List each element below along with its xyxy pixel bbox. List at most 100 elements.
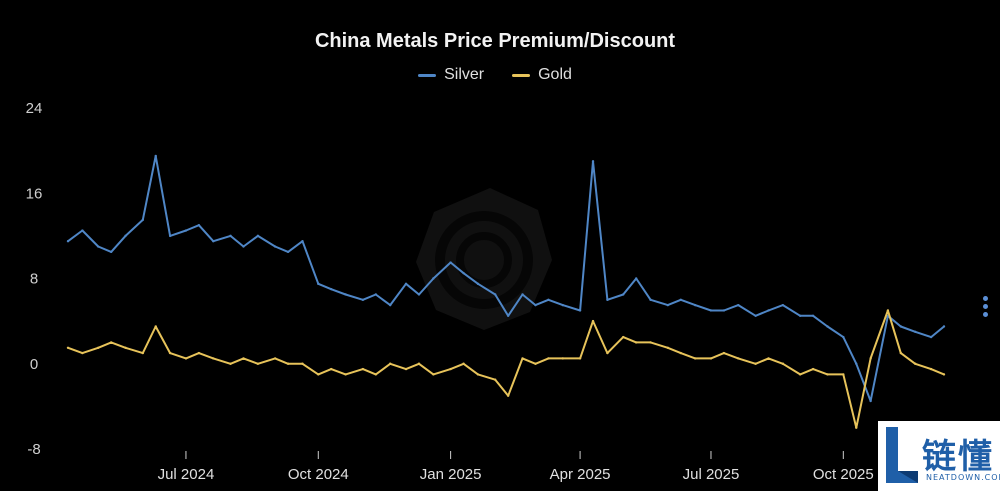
data-point-gold[interactable] [634,341,638,344]
data-point-gold[interactable] [212,357,215,360]
data-point-silver[interactable] [462,271,465,275]
data-point-silver[interactable] [273,245,277,248]
data-point-gold[interactable] [842,373,845,376]
data-point-silver[interactable] [942,325,946,328]
data-point-silver[interactable] [606,298,609,302]
data-point-gold[interactable] [66,346,70,349]
data-point-gold[interactable] [622,335,625,339]
data-point-gold[interactable] [561,357,565,360]
data-point-silver[interactable] [534,303,537,307]
data-point-gold[interactable] [767,357,770,360]
data-point-gold[interactable] [942,373,946,376]
data-point-gold[interactable] [855,426,858,429]
data-point-gold[interactable] [229,362,232,365]
data-point-gold[interactable] [462,362,465,365]
data-point-gold[interactable] [722,351,726,355]
data-point-silver[interactable] [929,335,933,339]
data-point-gold[interactable] [506,394,510,397]
data-point-silver[interactable] [547,298,550,302]
data-point-gold[interactable] [361,367,365,371]
data-point-gold[interactable] [432,373,435,376]
data-point-silver[interactable] [666,303,670,307]
data-point-gold[interactable] [899,351,903,355]
data-point-silver[interactable] [634,277,638,280]
data-point-gold[interactable] [886,309,890,312]
data-point-gold[interactable] [649,341,652,344]
data-point-silver[interactable] [506,314,510,317]
data-point-gold[interactable] [929,367,933,371]
data-point-silver[interactable] [197,224,201,227]
data-point-gold[interactable] [404,367,408,371]
data-point-silver[interactable] [301,240,304,243]
data-point-silver[interactable] [855,362,858,365]
data-point-gold[interactable] [330,367,333,371]
data-point-gold[interactable] [141,351,144,355]
data-point-gold[interactable] [184,357,188,360]
data-point-silver[interactable] [709,309,713,312]
data-point-gold[interactable] [798,373,802,376]
data-point-silver[interactable] [168,234,172,238]
data-point-silver[interactable] [476,282,480,286]
data-point-silver[interactable] [404,282,408,286]
data-point-silver[interactable] [811,314,815,317]
data-point-silver[interactable] [344,293,347,296]
data-point-gold[interactable] [256,362,260,365]
data-point-gold[interactable] [494,378,497,381]
data-point-gold[interactable] [709,357,713,360]
data-point-silver[interactable] [449,261,452,264]
data-point-gold[interactable] [534,362,537,365]
data-point-silver[interactable] [798,314,802,317]
data-point-silver[interactable] [737,303,740,307]
data-point-gold[interactable] [417,362,421,365]
data-point-gold[interactable] [666,346,670,349]
data-point-silver[interactable] [256,234,260,238]
data-point-silver[interactable] [561,303,565,307]
data-point-silver[interactable] [417,293,421,296]
data-point-gold[interactable] [168,351,172,355]
data-point-silver[interactable] [389,303,392,307]
data-point-silver[interactable] [826,325,829,328]
data-point-silver[interactable] [432,277,435,280]
data-point-silver[interactable] [286,250,290,254]
data-point-silver[interactable] [521,293,524,296]
legend-item-silver[interactable]: Silver [418,66,484,84]
data-point-silver[interactable] [899,325,903,328]
more-options-icon[interactable] [983,296,991,320]
data-point-silver[interactable] [693,303,697,307]
data-point-silver[interactable] [242,245,245,248]
data-point-gold[interactable] [578,357,582,360]
data-point-silver[interactable] [361,298,365,302]
data-point-silver[interactable] [229,234,232,238]
data-point-gold[interactable] [97,346,100,349]
data-point-silver[interactable] [81,229,84,232]
data-point-gold[interactable] [606,351,609,355]
data-point-silver[interactable] [622,293,625,296]
data-point-gold[interactable] [301,362,304,365]
data-point-gold[interactable] [521,357,524,360]
data-point-silver[interactable] [124,234,127,238]
data-point-silver[interactable] [154,154,157,158]
data-point-silver[interactable] [141,218,144,222]
data-point-gold[interactable] [754,362,757,365]
data-point-silver[interactable] [754,314,757,317]
data-point-silver[interactable] [184,229,188,232]
data-point-gold[interactable] [591,319,595,323]
data-point-gold[interactable] [124,346,127,349]
data-point-gold[interactable] [449,367,452,371]
data-point-silver[interactable] [767,309,770,312]
data-point-silver[interactable] [317,282,320,286]
data-point-gold[interactable] [344,373,347,376]
data-point-silver[interactable] [97,245,100,248]
data-point-silver[interactable] [212,240,215,243]
data-point-gold[interactable] [273,357,277,360]
data-point-gold[interactable] [476,373,480,376]
data-point-silver[interactable] [842,335,845,339]
data-point-silver[interactable] [494,293,497,296]
data-point-silver[interactable] [679,298,682,302]
data-point-gold[interactable] [109,341,113,344]
data-point-gold[interactable] [693,357,697,360]
legend-item-gold[interactable]: Gold [512,66,572,84]
data-point-silver[interactable] [109,250,113,254]
data-point-gold[interactable] [389,362,392,365]
data-point-gold[interactable] [679,351,682,355]
